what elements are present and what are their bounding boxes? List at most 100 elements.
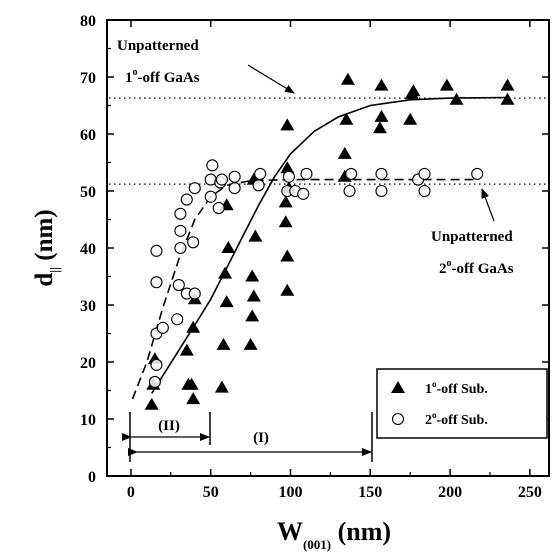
data-point-series-1: [374, 109, 389, 122]
data-point-series-1: [449, 92, 464, 105]
data-point-series-2: [228, 170, 241, 183]
data-point-series-1: [337, 146, 352, 159]
data-point-series-1: [374, 78, 389, 91]
data-point-series-2: [206, 159, 219, 172]
data-point-series-1: [184, 377, 199, 390]
data-point-series-2: [375, 184, 388, 198]
data-point-series-1: [186, 320, 201, 333]
y-axis-title: d|| (nm): [31, 209, 62, 286]
annotation-arrow-2: [481, 188, 495, 222]
y-tick-label: 70: [80, 70, 96, 87]
legend-marker-triangle: [391, 381, 405, 393]
y-tick-label: 80: [80, 13, 96, 30]
svg-text:d|| (nm): d|| (nm): [31, 209, 62, 286]
data-point-series-1: [218, 266, 233, 279]
data-point-series-1: [406, 84, 421, 97]
data-point-series-2: [187, 236, 200, 249]
data-point-series-2: [418, 167, 431, 180]
data-point-series-2: [252, 179, 265, 192]
x-tick-label: 0: [127, 484, 135, 501]
data-point-series-1: [214, 380, 229, 393]
data-point-series-2: [375, 167, 388, 180]
data-point-series-1: [216, 337, 231, 350]
annotation-unpatterned-2-line1: Unpatterned: [431, 229, 513, 245]
data-point-series-1: [179, 343, 194, 356]
data-point-series-1: [278, 215, 293, 228]
data-point-series-1: [439, 78, 454, 91]
x-tick-label: 50: [203, 484, 219, 501]
data-point-series-2: [300, 167, 313, 180]
data-point-series-2: [418, 184, 431, 198]
data-point-series-2: [212, 202, 225, 215]
data-point-series-2: [204, 190, 217, 203]
data-point-series-2: [228, 182, 241, 195]
data-point-series-2: [297, 187, 310, 200]
data-point-series-1: [248, 229, 263, 242]
data-point-series-2: [188, 182, 201, 195]
data-point-series-1: [219, 295, 234, 308]
data-point-series-1: [340, 72, 355, 85]
y-tick-label: 50: [80, 184, 96, 201]
data-point-series-2: [148, 375, 161, 389]
x-axis-title-main: W: [277, 517, 303, 546]
data-point-series-2: [174, 207, 187, 220]
data-point-series-2: [345, 167, 358, 180]
y-tick-label: 20: [80, 355, 96, 372]
x-axis-title: W(001) (nm): [277, 517, 391, 552]
data-point-series-2: [215, 173, 228, 186]
fit-curves: [131, 96, 508, 400]
data-point-series-1: [221, 241, 236, 253]
data-point-series-1: [500, 78, 515, 91]
tick-labels: 0 50 100 150 200 250 0 10 20 30 40 50 60 70 80: [80, 13, 542, 501]
y-tick-label: 40: [80, 241, 96, 258]
data-point-series-2: [150, 358, 163, 371]
fit-curve-dashed: [131, 178, 474, 400]
data-point-series-1: [280, 283, 295, 296]
data-point-series-2: [171, 313, 184, 326]
data-point-series-2: [188, 287, 201, 300]
data-point-series-2: [174, 241, 187, 255]
annotation-unpatterned-1-line2: 1o-off GaAs: [125, 67, 200, 86]
axis-ticks: [107, 19, 549, 477]
annotation-unpatterned-1-line1: Unpatterned: [117, 38, 199, 54]
data-point-series-1: [280, 161, 295, 174]
x-tick-label: 150: [358, 484, 382, 501]
data-point-series-1: [246, 289, 261, 302]
data-point-series-1: [280, 118, 295, 131]
y-tick-label: 0: [88, 469, 96, 486]
data-point-series-2: [150, 276, 163, 289]
data-point-series-1: [403, 112, 418, 125]
y-tick-label: 60: [80, 127, 96, 144]
data-point-series-2: [174, 224, 187, 237]
y-axis-title-sub: ||: [47, 267, 62, 273]
data-points: [144, 72, 515, 410]
x-tick-label: 100: [279, 484, 303, 501]
data-point-series-2: [343, 184, 356, 198]
legend-frame: [376, 368, 548, 439]
data-point-series-1: [144, 397, 159, 410]
data-point-series-2: [180, 193, 193, 206]
fit-curve-solid: [151, 96, 508, 394]
x-axis-title-sub: (001): [303, 537, 331, 552]
data-point-series-1: [186, 392, 201, 405]
data-point-series-1: [280, 249, 295, 262]
data-point-series-2: [254, 167, 267, 180]
region-i-label: (I): [253, 430, 269, 446]
x-tick-label: 200: [438, 484, 462, 501]
x-axis-title-unit: (nm): [331, 517, 391, 546]
legend: 1o-off Sub. 2o-off Sub.: [376, 368, 548, 439]
data-point-series-2: [172, 278, 185, 292]
x-tick-label: 250: [518, 484, 542, 501]
y-tick-label: 30: [80, 298, 96, 315]
data-point-series-2: [156, 321, 169, 334]
data-point-series-2: [471, 167, 484, 180]
y-tick-label: 10: [80, 412, 96, 429]
legend-marker-circle: [391, 412, 405, 426]
data-point-series-1: [500, 92, 515, 105]
data-point-series-1: [372, 121, 387, 134]
y-axis-title-unit: (nm): [31, 209, 58, 267]
annotation-unpatterned-2-line2: 2o-off GaAs: [439, 258, 514, 277]
data-point-series-1: [243, 337, 258, 350]
data-point-series-1: [245, 269, 260, 282]
